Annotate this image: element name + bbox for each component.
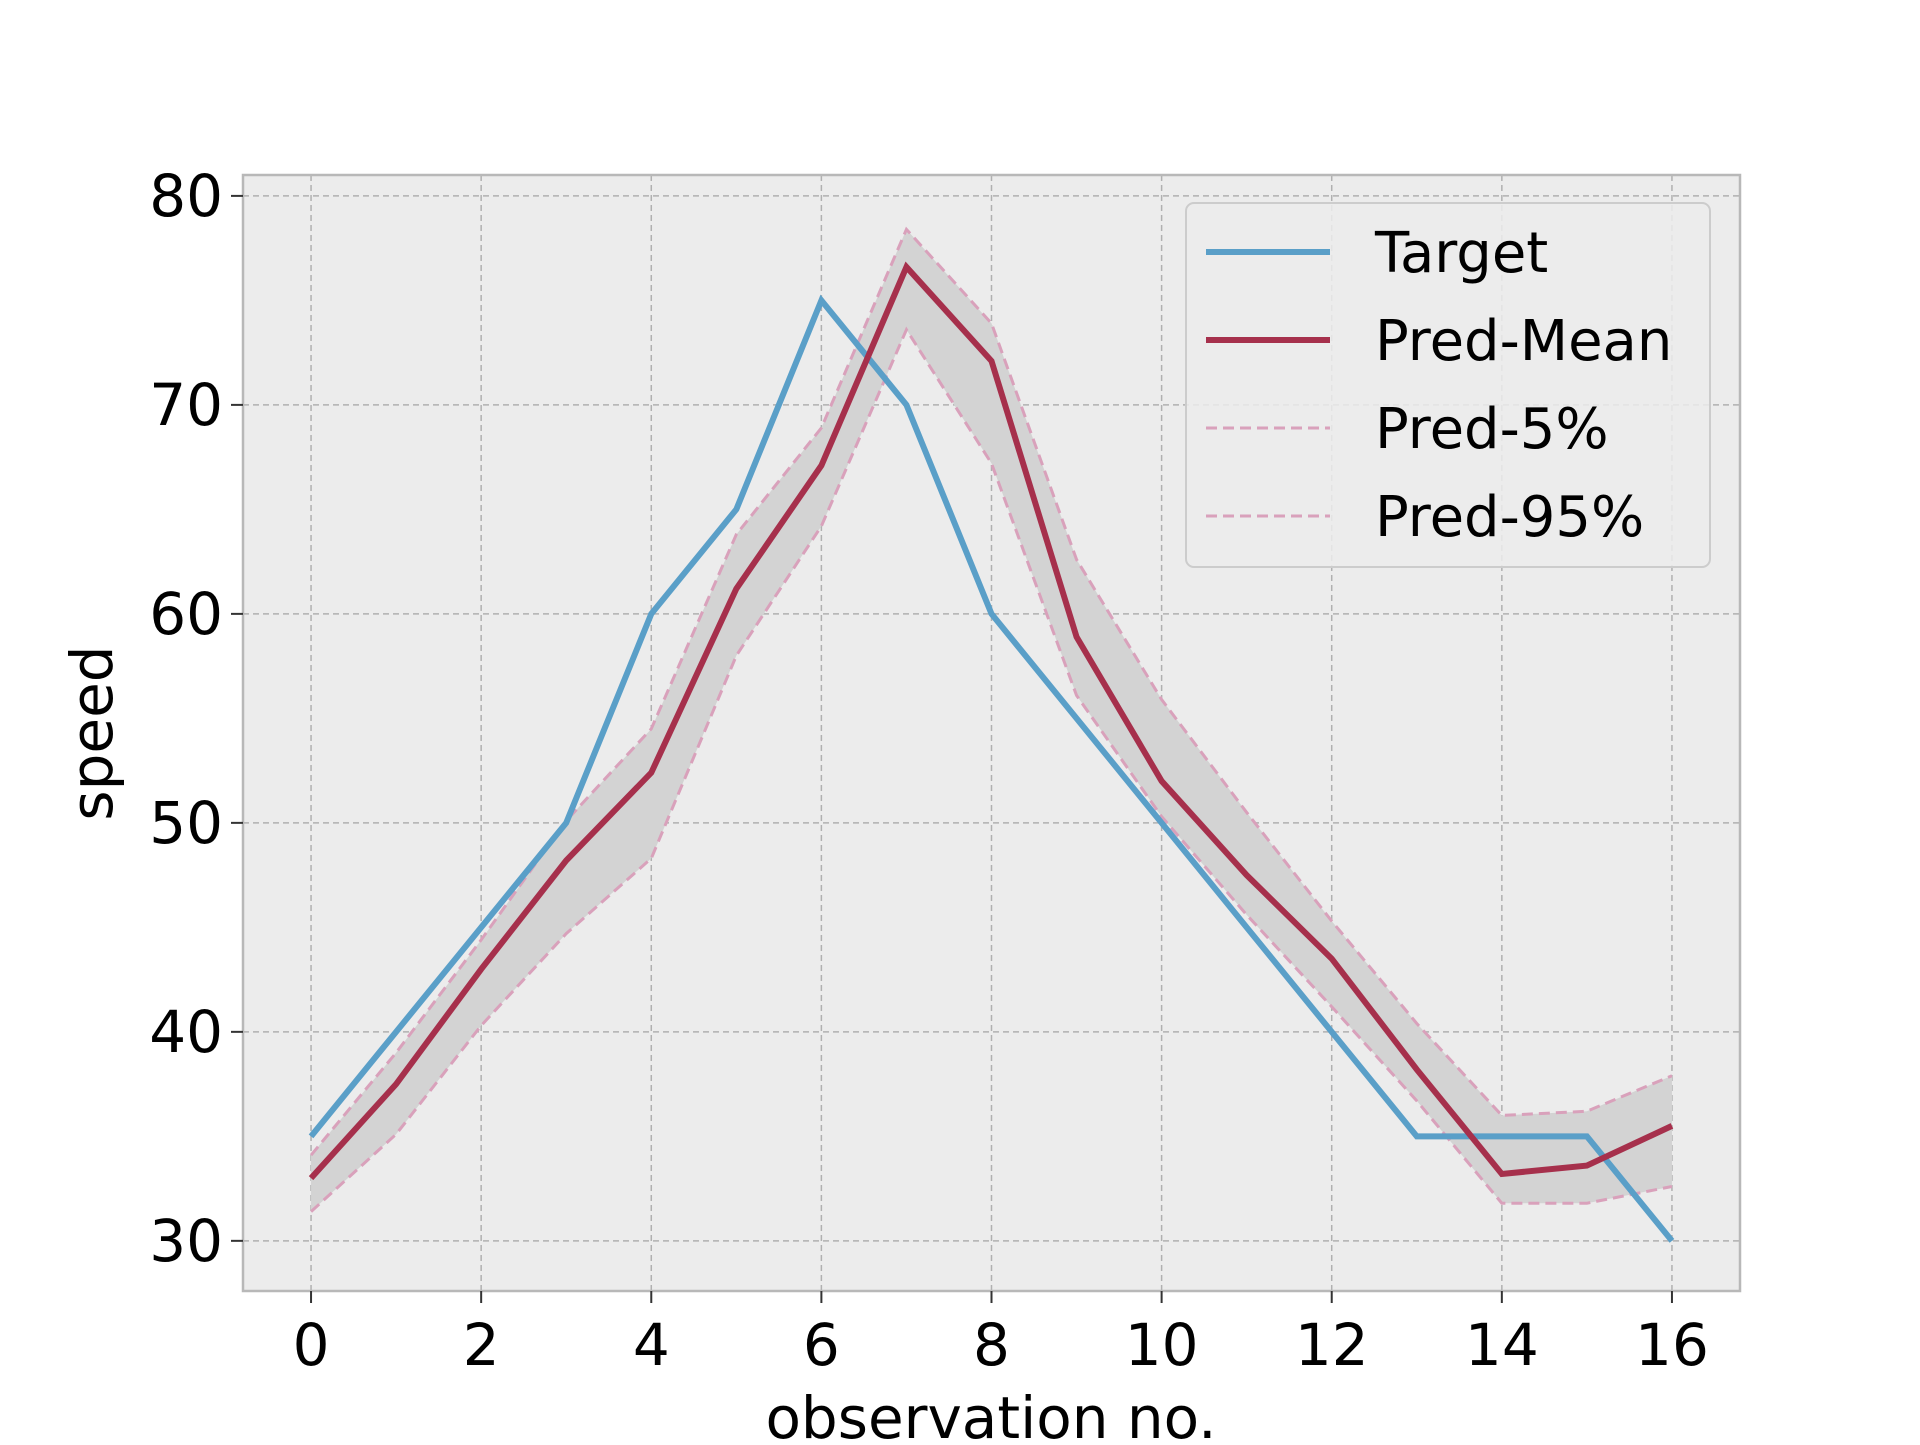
- x-tick-label: 16: [1635, 1311, 1709, 1379]
- series-line-pred-mean: [308, 261, 1674, 1181]
- legend-label: Pred-95%: [1375, 485, 1644, 550]
- x-tick-label: 6: [803, 1311, 840, 1379]
- legend-label: Target: [1374, 221, 1548, 286]
- legend-label: Pred-Mean: [1375, 309, 1672, 374]
- x-tick-label: 14: [1465, 1311, 1539, 1379]
- y-tick-label: 40: [149, 998, 223, 1066]
- confidence-band: [311, 229, 1672, 1212]
- x-tick-label: 4: [633, 1311, 670, 1379]
- legend: Target Pred-Mean Pred-5% Pred-95%: [1185, 202, 1711, 568]
- x-tick-label: 2: [463, 1311, 500, 1379]
- x-tick-label: 10: [1125, 1311, 1199, 1379]
- series-line-target: [308, 294, 1675, 1243]
- y-tick-label: 30: [149, 1207, 223, 1275]
- legend-box: [1185, 202, 1711, 568]
- series-lines: [308, 226, 1675, 1243]
- x-axis-label: observation no.: [765, 1384, 1216, 1440]
- y-tick-label: 60: [149, 580, 223, 648]
- axis-ticks: 0 2 4 6 8 10 12 14 16 30 40 50 60 70 80: [149, 162, 1709, 1379]
- y-tick-label: 70: [149, 371, 223, 439]
- y-axis-label: speed: [58, 645, 126, 820]
- x-tick-label: 0: [293, 1311, 330, 1379]
- legend-label: Pred-5%: [1375, 397, 1609, 462]
- y-tick-label: 80: [149, 162, 223, 230]
- x-tick-label: 12: [1295, 1311, 1369, 1379]
- prediction-interval-band: [311, 229, 1672, 1212]
- y-tick-label: 50: [149, 789, 223, 857]
- x-tick-label: 8: [973, 1311, 1010, 1379]
